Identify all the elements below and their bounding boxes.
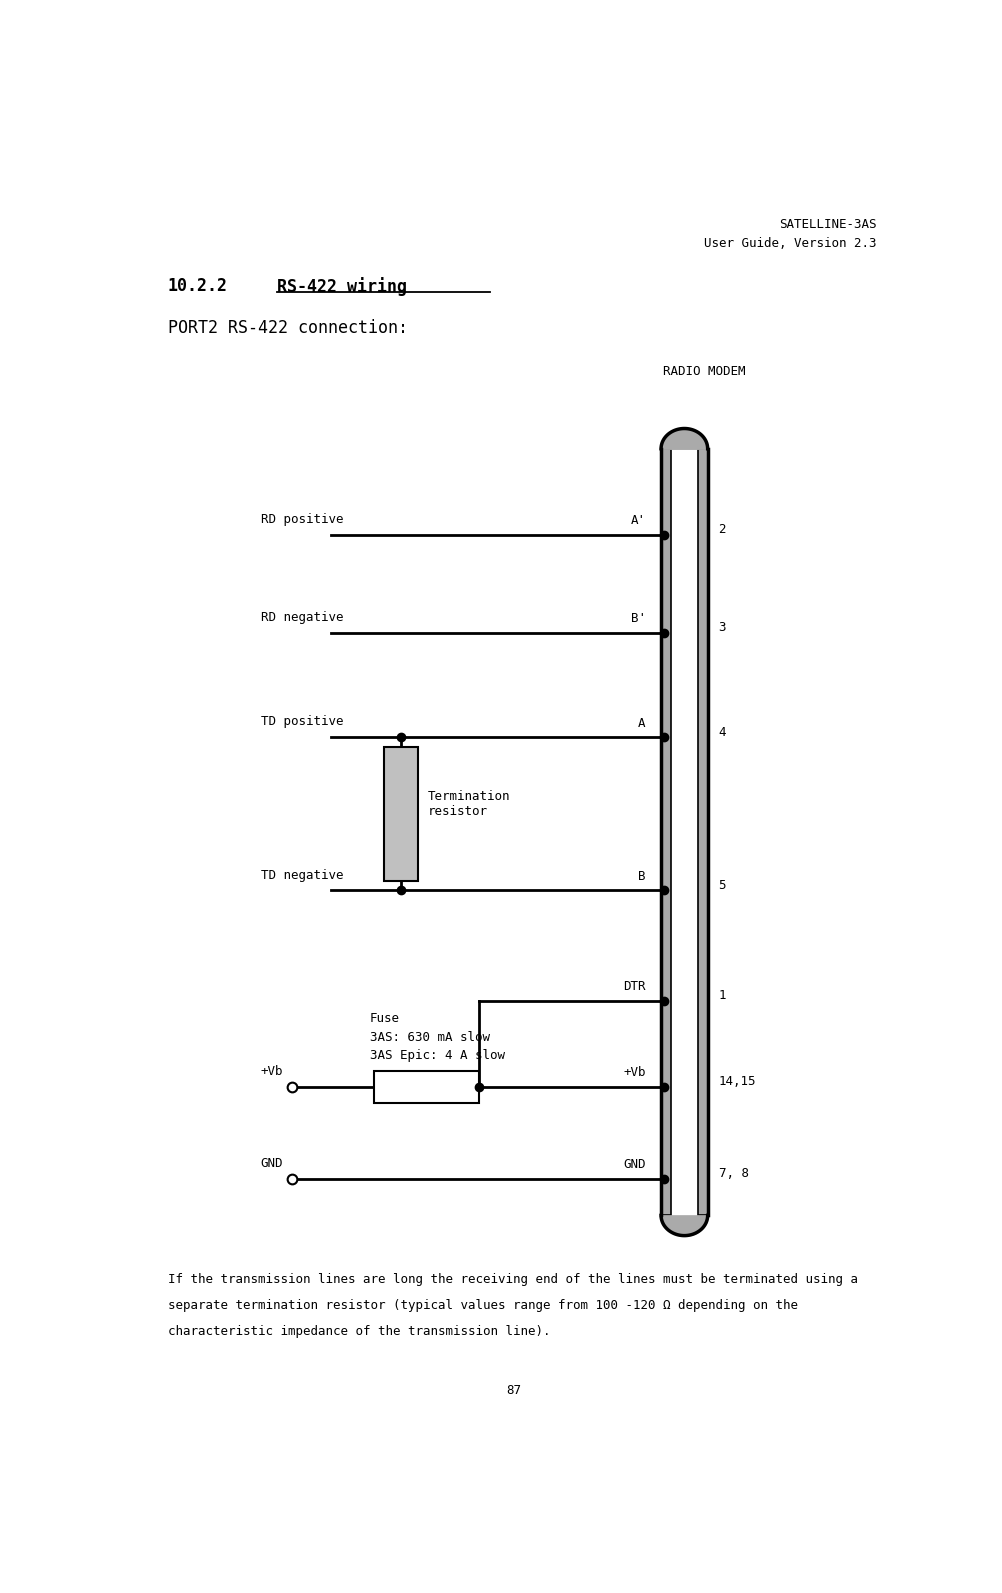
Text: RS-422 wiring: RS-422 wiring <box>277 277 407 296</box>
Bar <box>661 449 671 1215</box>
Text: A: A <box>638 717 645 730</box>
Text: Termination
resistor: Termination resistor <box>427 790 510 817</box>
Text: 10.2.2: 10.2.2 <box>168 277 228 295</box>
Text: 3AS: 630 mA slow: 3AS: 630 mA slow <box>370 1031 490 1043</box>
Text: 87: 87 <box>506 1384 521 1397</box>
Text: 3: 3 <box>718 621 726 634</box>
Bar <box>384 747 418 881</box>
Text: 14,15: 14,15 <box>718 1075 757 1088</box>
Text: +Vb: +Vb <box>261 1066 283 1078</box>
Text: characteristic impedance of the transmission line).: characteristic impedance of the transmis… <box>168 1324 550 1338</box>
Text: 7, 8: 7, 8 <box>718 1168 748 1180</box>
Text: A': A' <box>630 515 645 527</box>
Text: B: B <box>638 870 645 883</box>
Bar <box>697 449 707 1215</box>
Text: Fuse: Fuse <box>370 1012 400 1026</box>
Text: TD positive: TD positive <box>262 715 344 728</box>
Text: 1: 1 <box>718 989 726 1002</box>
Text: GND: GND <box>261 1157 283 1169</box>
Text: If the transmission lines are long the receiving end of the lines must be termin: If the transmission lines are long the r… <box>168 1273 858 1286</box>
Bar <box>661 449 707 1215</box>
Bar <box>374 1070 479 1102</box>
Text: RD positive: RD positive <box>262 513 344 526</box>
Text: RD negative: RD negative <box>262 612 344 624</box>
Text: 2: 2 <box>718 523 726 537</box>
Text: 4: 4 <box>718 725 726 739</box>
Text: 5: 5 <box>718 879 726 892</box>
Text: 3AS Epic: 4 A slow: 3AS Epic: 4 A slow <box>370 1050 505 1063</box>
Text: User Guide, Version 2.3: User Guide, Version 2.3 <box>704 236 877 250</box>
Text: TD negative: TD negative <box>262 868 344 883</box>
Text: separate termination resistor (typical values range from 100 -120 Ω depending on: separate termination resistor (typical v… <box>168 1298 798 1311</box>
Text: RADIO MODEM: RADIO MODEM <box>662 365 745 378</box>
Text: +Vb: +Vb <box>623 1066 645 1078</box>
Text: DTR: DTR <box>623 980 645 994</box>
Text: B': B' <box>630 612 645 626</box>
Text: GND: GND <box>623 1158 645 1171</box>
Text: SATELLINE-3AS: SATELLINE-3AS <box>780 218 877 231</box>
Text: PORT2 RS-422 connection:: PORT2 RS-422 connection: <box>168 319 408 336</box>
